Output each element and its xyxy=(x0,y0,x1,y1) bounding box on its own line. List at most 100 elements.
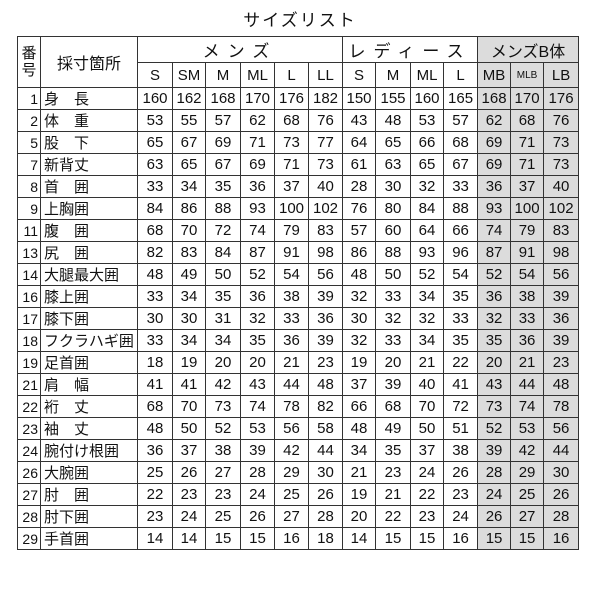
row-number: 2 xyxy=(17,109,41,132)
value-cell: 15 xyxy=(510,527,545,550)
value-cell: 87 xyxy=(477,241,512,264)
value-cell: 16 xyxy=(274,527,309,550)
value-cell: 36 xyxy=(137,439,173,462)
table-row: 13 尻 囲 82 83 84 87 91 98 86 88 93 96 87 91 98 xyxy=(17,241,580,264)
value-cell: 74 xyxy=(240,395,275,418)
value-cell: 62 xyxy=(240,109,275,132)
value-cell: 40 xyxy=(543,175,580,198)
row-number: 24 xyxy=(17,439,41,462)
value-cell: 39 xyxy=(240,439,275,462)
value-cell: 43 xyxy=(477,373,512,396)
value-cell: 48 xyxy=(342,417,377,440)
table-row: 29 手首囲 14 14 15 15 16 18 14 15 15 16 15 15 16 xyxy=(17,527,580,550)
value-cell: 28 xyxy=(240,461,275,484)
value-cell: 58 xyxy=(307,417,344,440)
value-cell: 72 xyxy=(205,219,241,242)
value-cell: 54 xyxy=(274,263,309,286)
header-size-l: L xyxy=(443,62,479,88)
table-row: 21 肩 幅 41 41 42 43 44 48 37 39 40 41 43 44 48 xyxy=(17,373,580,396)
header-group-mens-b: メンズB体 xyxy=(477,36,580,63)
value-cell: 52 xyxy=(205,417,241,440)
value-cell: 14 xyxy=(342,527,377,550)
value-cell: 34 xyxy=(205,329,241,352)
header-size-s: S xyxy=(342,62,377,88)
value-cell: 77 xyxy=(307,131,344,154)
value-cell: 53 xyxy=(240,417,275,440)
value-cell: 67 xyxy=(205,153,241,176)
header-size-lb: LB xyxy=(543,62,580,88)
value-cell: 165 xyxy=(443,87,479,110)
value-cell: 100 xyxy=(274,197,309,220)
value-cell: 56 xyxy=(307,263,344,286)
row-number: 19 xyxy=(17,351,41,374)
value-cell: 79 xyxy=(274,219,309,242)
value-cell: 176 xyxy=(543,87,580,110)
value-cell: 27 xyxy=(274,505,309,528)
value-cell: 96 xyxy=(443,241,479,264)
row-number: 9 xyxy=(17,197,41,220)
value-cell: 93 xyxy=(410,241,445,264)
value-cell: 76 xyxy=(307,109,344,132)
value-cell: 44 xyxy=(543,439,580,462)
value-cell: 65 xyxy=(137,131,173,154)
value-cell: 43 xyxy=(342,109,377,132)
value-cell: 38 xyxy=(510,285,545,308)
value-cell: 91 xyxy=(510,241,545,264)
value-cell: 86 xyxy=(342,241,377,264)
value-cell: 73 xyxy=(274,131,309,154)
header-size-m: M xyxy=(205,62,241,88)
row-number: 16 xyxy=(17,285,41,308)
row-number: 13 xyxy=(17,241,41,264)
table-row: 26 大腕囲 25 26 27 28 29 30 21 23 24 26 28 29 30 xyxy=(17,461,580,484)
value-cell: 39 xyxy=(307,329,344,352)
value-cell: 24 xyxy=(443,505,479,528)
value-cell: 24 xyxy=(477,483,512,506)
value-cell: 29 xyxy=(510,461,545,484)
value-cell: 34 xyxy=(342,439,377,462)
value-cell: 26 xyxy=(543,483,580,506)
value-cell: 55 xyxy=(172,109,206,132)
value-cell: 72 xyxy=(443,395,479,418)
value-cell: 176 xyxy=(274,87,309,110)
value-cell: 78 xyxy=(274,395,309,418)
value-cell: 21 xyxy=(342,461,377,484)
value-cell: 41 xyxy=(443,373,479,396)
table-row: 28 肘下囲 23 24 25 26 27 28 20 22 23 24 26 27 28 xyxy=(17,505,580,528)
value-cell: 20 xyxy=(375,351,412,374)
value-cell: 37 xyxy=(172,439,206,462)
value-cell: 15 xyxy=(240,527,275,550)
value-cell: 73 xyxy=(477,395,512,418)
value-cell: 35 xyxy=(205,175,241,198)
value-cell: 23 xyxy=(543,351,580,374)
value-cell: 23 xyxy=(410,505,445,528)
value-cell: 21 xyxy=(375,483,412,506)
value-cell: 52 xyxy=(477,417,512,440)
value-cell: 15 xyxy=(375,527,412,550)
value-cell: 100 xyxy=(510,197,545,220)
value-cell: 39 xyxy=(375,373,412,396)
value-cell: 170 xyxy=(510,87,545,110)
value-cell: 87 xyxy=(240,241,275,264)
row-label: 尻 囲 xyxy=(40,241,138,264)
value-cell: 63 xyxy=(137,153,173,176)
value-cell: 37 xyxy=(342,373,377,396)
value-cell: 102 xyxy=(543,197,580,220)
header-row-groups: 番号 採寸箇所 メンズ レディース メンズB体 xyxy=(17,36,580,88)
value-cell: 38 xyxy=(443,439,479,462)
value-cell: 37 xyxy=(410,439,445,462)
header-size-ml: ML xyxy=(240,62,275,88)
value-cell: 20 xyxy=(342,505,377,528)
value-cell: 28 xyxy=(307,505,344,528)
value-cell: 22 xyxy=(137,483,173,506)
value-cell: 30 xyxy=(543,461,580,484)
row-number: 29 xyxy=(17,527,41,550)
header-size-m: M xyxy=(375,62,412,88)
value-cell: 34 xyxy=(410,285,445,308)
value-cell: 39 xyxy=(477,439,512,462)
header-group-mens: メンズ xyxy=(136,36,344,63)
value-cell: 26 xyxy=(307,483,344,506)
value-cell: 48 xyxy=(307,373,344,396)
value-cell: 82 xyxy=(307,395,344,418)
value-cell: 33 xyxy=(137,175,173,198)
value-cell: 36 xyxy=(510,329,545,352)
